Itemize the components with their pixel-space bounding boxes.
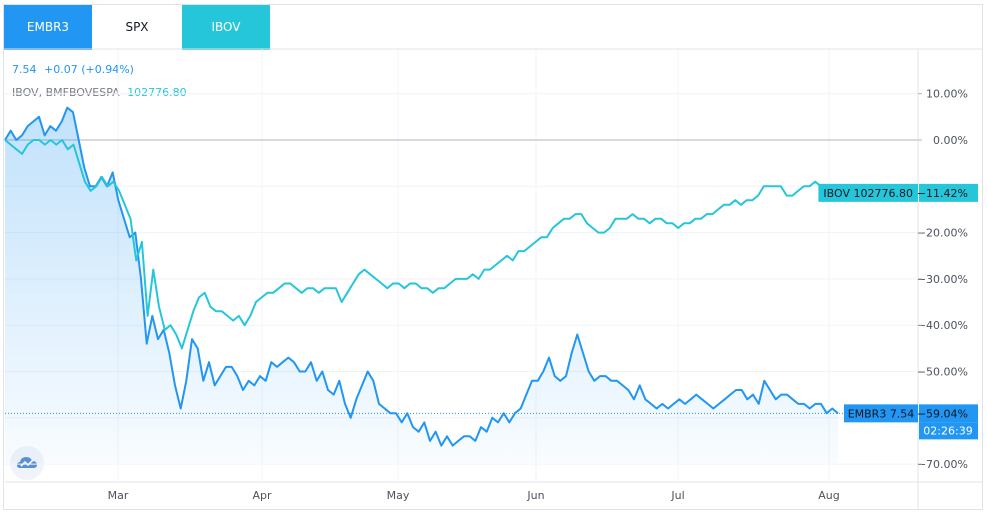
y-tick-label: −30.00%	[917, 273, 968, 286]
x-tick-label: Apr	[252, 489, 272, 502]
compare-symbol: IBOV, BMFBOVESPA	[12, 86, 120, 99]
y-tick-label: −70.00%	[917, 458, 968, 471]
tab-spx[interactable]: SPX	[92, 5, 182, 50]
price-label-value-bg	[919, 404, 978, 423]
y-tick-label: 10.00%	[926, 88, 968, 101]
price-label-name: EMBR3 7.54	[848, 407, 915, 420]
price-label-value: −11.42%	[917, 187, 968, 200]
x-tick-label: Jun	[526, 489, 544, 502]
price-label-value: −59.04%	[917, 407, 968, 420]
y-tick-label: 0.00%	[933, 134, 968, 147]
y-tick-label: −40.00%	[917, 319, 968, 332]
tab-ibov[interactable]: IBOV	[182, 5, 270, 50]
series-line-ibov	[4, 139, 839, 350]
price-label-name-bg	[818, 183, 918, 202]
tab-embr3[interactable]: EMBR3	[4, 5, 92, 50]
series-line-embr3	[4, 106, 839, 447]
y-tick-label: −50.00%	[917, 366, 968, 379]
x-tick-label: Jul	[670, 489, 684, 502]
compare-value: 102776.80	[127, 86, 187, 99]
symbol-tabs: EMBR3 SPX IBOV	[4, 5, 270, 50]
main-change: +0.07 (+0.94%)	[44, 63, 134, 76]
x-tick-label: May	[387, 489, 410, 502]
countdown-label: 02:26:39	[923, 424, 972, 437]
main-legend: 7.54 +0.07 (+0.94%)	[12, 63, 134, 76]
price-label-name: IBOV 102776.80	[823, 187, 913, 200]
compare-legend: IBOV, BMFBOVESPA 102776.80	[12, 86, 187, 99]
countdown-bg	[919, 422, 978, 440]
main-price: 7.54	[12, 63, 37, 76]
x-tick-label: Mar	[108, 489, 129, 502]
x-tick-label: Aug	[818, 489, 839, 502]
price-label-name-bg	[844, 404, 918, 423]
series-area-embr3	[5, 107, 838, 463]
price-label-value-bg	[919, 183, 978, 202]
y-tick-label: −20.00%	[917, 227, 968, 240]
